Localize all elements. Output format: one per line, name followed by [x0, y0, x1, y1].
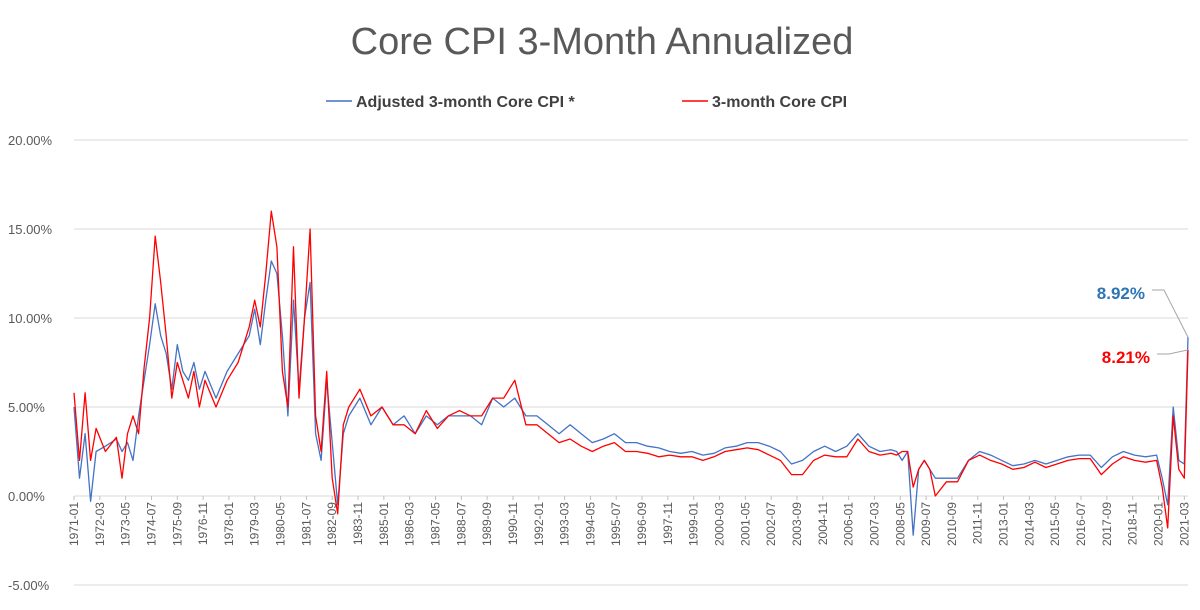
x-tick-label: 2017-09 — [1100, 502, 1114, 546]
x-tick-label: 1980-05 — [274, 502, 288, 546]
x-tick-label: 1985-01 — [377, 502, 391, 546]
x-tick-label: 1989-09 — [480, 502, 494, 546]
x-tick-label: 1976-11 — [196, 502, 210, 545]
x-tick-label: 1990-11 — [506, 502, 520, 545]
x-tick-label: 2002-07 — [764, 502, 778, 546]
annotation-label: 8.92% — [1097, 284, 1145, 303]
x-tick-label: 2007-03 — [867, 502, 881, 546]
y-tick-label: 15.00% — [8, 222, 53, 237]
x-tick-label: 1971-01 — [67, 502, 81, 546]
annotations: 8.92% 8.21% — [1097, 284, 1189, 367]
y-tick-label: -5.00% — [8, 578, 50, 593]
x-tick-label: 2015-05 — [1048, 502, 1062, 546]
x-tick-label: 1994-05 — [583, 502, 597, 546]
x-tick-label: 2008-05 — [893, 502, 907, 546]
x-tick-label: 2018-11 — [1126, 502, 1140, 545]
legend-label: 3-month Core CPI — [712, 94, 847, 111]
legend-label: Adjusted 3-month Core CPI * — [356, 94, 575, 111]
x-tick-label: 2000-03 — [713, 502, 727, 546]
annotation-leader-line — [1157, 349, 1189, 355]
x-tick-label: 2009-07 — [919, 502, 933, 546]
x-tick-label: 1973-05 — [119, 502, 133, 546]
x-tick-label: 2004-11 — [816, 502, 830, 545]
x-tick-label: 1975-09 — [170, 502, 184, 546]
x-tick-label: 1983-11 — [351, 502, 365, 545]
annotation-leader-line — [1152, 289, 1189, 338]
series-lines — [73, 210, 1189, 536]
chart-title: Core CPI 3-Month Annualized — [351, 21, 854, 63]
x-tick-label: 1972-03 — [93, 502, 107, 546]
x-tick-label: 1995-07 — [609, 502, 623, 546]
x-tick-label: 1992-01 — [532, 502, 546, 546]
x-tick-label: 2010-09 — [945, 502, 959, 546]
y-tick-label: 20.00% — [8, 133, 53, 148]
x-tick-label: 1996-09 — [635, 502, 649, 546]
series-line-adjusted-core-cpi — [73, 260, 1189, 536]
x-tick-label: 1986-03 — [403, 502, 417, 546]
y-axis-ticks: 20.00% 15.00% 10.00% 5.00% 0.00% -5.00% — [8, 133, 53, 593]
x-tick-label: 2016-07 — [1074, 502, 1088, 546]
x-tick-label: 1982-09 — [325, 502, 339, 546]
x-tick-label: 2020-01 — [1151, 502, 1165, 546]
x-tick-label: 2021-03 — [1177, 502, 1191, 546]
x-tick-label: 2006-01 — [842, 502, 856, 546]
x-tick-label: 1993-03 — [558, 502, 572, 546]
x-tick-label: 1978-01 — [222, 502, 236, 546]
x-tick-label: 1988-07 — [454, 502, 468, 546]
y-tick-label: 5.00% — [8, 400, 45, 415]
x-tick-label: 1987-05 — [428, 502, 442, 546]
x-tick-label: 1999-01 — [687, 502, 701, 546]
x-axis-ticks: 1971-01 1972-03 1973-05 1974-07 1975-09 1976-… — [67, 496, 1191, 546]
y-tick-label: 10.00% — [8, 311, 53, 326]
annotation-label: 8.21% — [1102, 348, 1150, 367]
x-tick-label: 2011-11 — [971, 502, 985, 545]
x-tick-label: 2001-05 — [738, 502, 752, 546]
x-tick-label: 1974-07 — [144, 502, 158, 546]
y-tick-label: 0.00% — [8, 489, 45, 504]
x-tick-label: 1979-03 — [248, 502, 262, 546]
series-line-core-cpi — [73, 210, 1189, 529]
x-tick-label: 1981-07 — [299, 502, 313, 546]
gridlines — [74, 139, 1188, 586]
x-tick-label: 1997-11 — [661, 502, 675, 545]
x-tick-label: 2013-01 — [997, 502, 1011, 546]
x-tick-label: 2014-03 — [1022, 502, 1036, 546]
x-tick-label: 2003-09 — [790, 502, 804, 546]
legend: Adjusted 3-month Core CPI * 3-month Core … — [326, 94, 847, 111]
